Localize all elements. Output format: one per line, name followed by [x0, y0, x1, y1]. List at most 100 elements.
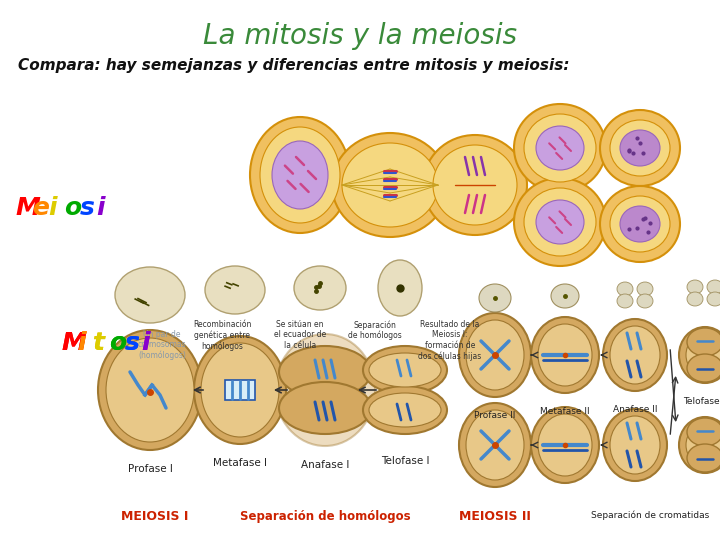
- Ellipse shape: [106, 338, 194, 442]
- Ellipse shape: [610, 326, 660, 384]
- Ellipse shape: [603, 319, 667, 391]
- Ellipse shape: [551, 284, 579, 308]
- Ellipse shape: [466, 320, 524, 390]
- Text: o: o: [109, 331, 126, 355]
- Ellipse shape: [620, 206, 660, 242]
- Ellipse shape: [115, 267, 185, 323]
- Ellipse shape: [279, 346, 371, 398]
- Text: M: M: [61, 331, 86, 355]
- Ellipse shape: [369, 393, 441, 427]
- Ellipse shape: [201, 343, 279, 437]
- Text: Un par de
cromosomas
(homólogos): Un par de cromosomas (homólogos): [138, 330, 186, 360]
- Ellipse shape: [687, 418, 720, 446]
- Ellipse shape: [423, 135, 527, 235]
- Ellipse shape: [378, 260, 422, 316]
- Ellipse shape: [610, 120, 670, 176]
- Text: t: t: [93, 331, 105, 355]
- Ellipse shape: [369, 353, 441, 387]
- Ellipse shape: [600, 186, 680, 262]
- Ellipse shape: [707, 292, 720, 306]
- Ellipse shape: [524, 114, 596, 182]
- Text: Profase I: Profase I: [127, 464, 172, 474]
- Text: Separación de cromatidas: Separación de cromatidas: [591, 510, 709, 519]
- Text: MEIOSIS I: MEIOSIS I: [121, 510, 189, 523]
- Ellipse shape: [538, 324, 592, 386]
- Ellipse shape: [466, 410, 524, 480]
- Text: M: M: [61, 331, 86, 355]
- Ellipse shape: [205, 266, 265, 314]
- Ellipse shape: [687, 280, 703, 294]
- Text: o: o: [64, 196, 81, 220]
- Text: Anafase I: Anafase I: [301, 460, 349, 470]
- Ellipse shape: [687, 328, 720, 356]
- Ellipse shape: [617, 282, 633, 296]
- Ellipse shape: [514, 104, 606, 192]
- Text: Resultado de la
Meiosis I:
formación de
dos células hijas: Resultado de la Meiosis I: formación de …: [418, 320, 482, 361]
- Ellipse shape: [332, 133, 448, 237]
- Ellipse shape: [524, 188, 596, 256]
- Ellipse shape: [620, 130, 660, 166]
- Text: Separación de homólogos: Separación de homólogos: [240, 510, 410, 523]
- Text: Telofase II: Telofase II: [683, 397, 720, 406]
- Ellipse shape: [459, 403, 531, 487]
- Text: Compara: hay semejanzas y diferencias entre mitosis y meiosis:: Compara: hay semejanzas y diferencias en…: [18, 58, 570, 73]
- Text: s: s: [80, 196, 95, 220]
- Ellipse shape: [637, 282, 653, 296]
- Ellipse shape: [536, 126, 584, 170]
- Ellipse shape: [686, 334, 720, 376]
- Ellipse shape: [459, 313, 531, 397]
- Text: La mitosis y la meiosis: La mitosis y la meiosis: [203, 22, 517, 50]
- Ellipse shape: [275, 334, 375, 446]
- Ellipse shape: [637, 294, 653, 308]
- Ellipse shape: [260, 127, 340, 223]
- Ellipse shape: [679, 417, 720, 473]
- Ellipse shape: [279, 382, 371, 434]
- Ellipse shape: [707, 280, 720, 294]
- Ellipse shape: [194, 336, 286, 444]
- Text: Profase II: Profase II: [474, 411, 516, 420]
- Text: i: i: [141, 331, 150, 355]
- Text: Se sitúan en
el ecuador de
la célula: Se sitúan en el ecuador de la célula: [274, 320, 326, 350]
- Text: Metafase II: Metafase II: [540, 407, 590, 416]
- Ellipse shape: [342, 143, 438, 227]
- Ellipse shape: [294, 266, 346, 310]
- Text: t: t: [93, 331, 105, 355]
- Text: i: i: [96, 196, 104, 220]
- Ellipse shape: [250, 117, 350, 233]
- Ellipse shape: [479, 284, 511, 312]
- Text: i: i: [141, 331, 150, 355]
- Ellipse shape: [679, 327, 720, 383]
- Text: Anafase II: Anafase II: [613, 405, 657, 414]
- Ellipse shape: [363, 346, 447, 394]
- Text: MEIOSIS II: MEIOSIS II: [459, 510, 531, 523]
- Ellipse shape: [610, 416, 660, 474]
- Text: M: M: [16, 196, 41, 220]
- Text: Separación
de homólogos: Separación de homólogos: [348, 320, 402, 341]
- Ellipse shape: [433, 145, 517, 225]
- Text: s: s: [125, 331, 140, 355]
- Ellipse shape: [536, 200, 584, 244]
- Ellipse shape: [687, 354, 720, 382]
- Ellipse shape: [98, 330, 202, 450]
- Ellipse shape: [531, 407, 599, 483]
- Ellipse shape: [514, 178, 606, 266]
- Ellipse shape: [687, 292, 703, 306]
- Bar: [225, 380, 255, 400]
- Text: Telofase I: Telofase I: [381, 456, 429, 466]
- Text: i: i: [77, 331, 86, 355]
- Ellipse shape: [363, 386, 447, 434]
- Text: o: o: [109, 331, 126, 355]
- Ellipse shape: [272, 141, 328, 209]
- Ellipse shape: [603, 409, 667, 481]
- Ellipse shape: [538, 414, 592, 476]
- Text: i: i: [48, 196, 56, 220]
- Ellipse shape: [531, 317, 599, 393]
- Ellipse shape: [686, 424, 720, 466]
- Text: s: s: [125, 331, 140, 355]
- Ellipse shape: [610, 196, 670, 252]
- Ellipse shape: [687, 444, 720, 472]
- Text: Metafase I: Metafase I: [213, 458, 267, 468]
- Text: e: e: [32, 196, 49, 220]
- Ellipse shape: [600, 110, 680, 186]
- Text: i: i: [77, 331, 86, 355]
